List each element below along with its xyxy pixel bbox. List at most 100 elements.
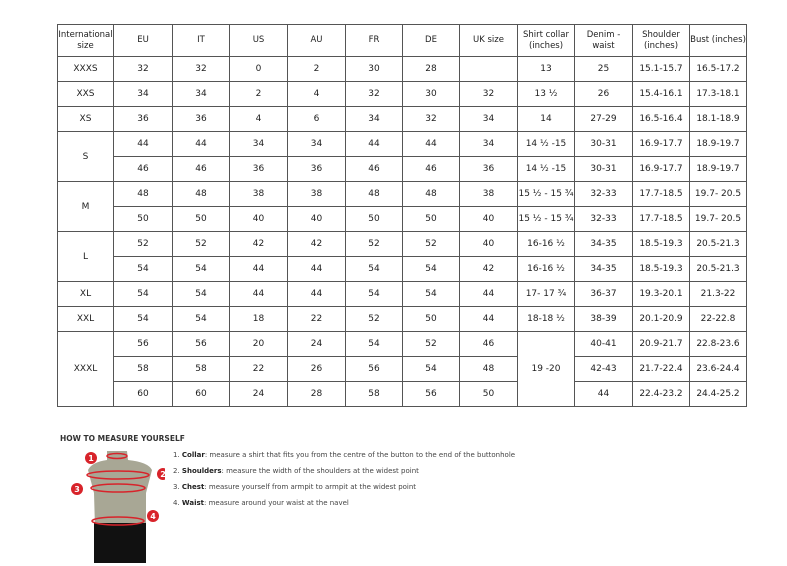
column-header: IT [172, 24, 230, 57]
uk-cell: 34 [459, 131, 518, 157]
eu-cell: 46 [113, 156, 173, 182]
de-cell: 50 [402, 306, 460, 332]
denim-cell: 36-37 [574, 281, 633, 307]
table-row: 58 58 22 26 56 54 48 42-43 21.7-22.4 23.6-24.4 [58, 356, 747, 382]
shoulder-cell: 20.9-21.7 [632, 331, 690, 357]
fr-cell: 56 [345, 356, 403, 382]
au-cell: 44 [287, 256, 346, 282]
uk-cell: 44 [459, 281, 518, 307]
au-cell: 38 [287, 181, 346, 207]
uk-cell: 32 [459, 81, 518, 107]
size-label-cell: XXXS [57, 56, 114, 82]
column-header: Shirt collar (inches) [517, 24, 575, 57]
column-header: International size [57, 24, 114, 57]
column-header: AU [287, 24, 346, 57]
denim-cell: 34-35 [574, 256, 633, 282]
fr-cell: 32 [345, 81, 403, 107]
fr-cell: 34 [345, 106, 403, 132]
au-cell: 24 [287, 331, 346, 357]
it-cell: 46 [172, 156, 230, 182]
denim-cell: 30-31 [574, 131, 633, 157]
table-row: XXXL 56 56 20 24 54 52 46 19 -20 40-41 20.9-21.7 22… [57, 331, 747, 407]
eu-cell: 32 [113, 56, 173, 82]
shoulder-cell: 16.5-16.4 [632, 106, 690, 132]
au-cell: 36 [287, 156, 346, 182]
shoulder-cell: 16.9-17.7 [632, 131, 690, 157]
eu-cell: 36 [113, 106, 173, 132]
eu-cell: 34 [113, 81, 173, 107]
header-row: International size EU IT US AU FR DE UK size Shi… [57, 24, 747, 57]
it-cell: 54 [172, 256, 230, 282]
shoulder-cell: 18.5-19.3 [632, 256, 690, 282]
au-cell: 22 [287, 306, 346, 332]
de-cell: 56 [402, 381, 460, 407]
collar-cell: 17- 17 ¾ [517, 281, 575, 307]
table-row: XXS 34 34 2 4 32 30 32 13 ½ 26 15.4-16.1 17.3-18.1 [57, 81, 747, 107]
denim-cell: 38-39 [574, 306, 633, 332]
eu-cell: 60 [113, 381, 173, 407]
size-label-cell: S [57, 131, 114, 182]
eu-cell: 56 [113, 331, 173, 357]
column-header: Bust (inches) [689, 24, 747, 57]
collar-cell: 15 ½ - 15 ¾ [517, 206, 575, 232]
bust-cell: 17.3-18.1 [689, 81, 747, 107]
it-cell: 54 [172, 281, 230, 307]
it-cell: 60 [172, 381, 230, 407]
us-cell: 22 [229, 356, 288, 382]
de-cell: 54 [402, 356, 460, 382]
column-header: EU [113, 24, 173, 57]
us-cell: 0 [229, 56, 288, 82]
fr-cell: 54 [345, 256, 403, 282]
body-measurement-figure: 1 2 3 4 [71, 451, 165, 563]
uk-cell: 44 [459, 306, 518, 332]
us-cell: 20 [229, 331, 288, 357]
bust-cell: 18.9-19.7 [689, 131, 747, 157]
table-row: 46 46 36 36 46 46 36 14 ½ -15 30-31 16.9-17.7 18.9… [58, 156, 747, 182]
eu-cell: 54 [113, 281, 173, 307]
denim-cell: 44 [574, 381, 633, 407]
denim-cell: 30-31 [574, 156, 633, 182]
bust-cell: 20.5-21.3 [689, 231, 747, 257]
de-cell: 30 [402, 81, 460, 107]
shoulder-cell: 18.5-19.3 [632, 231, 690, 257]
au-cell: 34 [287, 131, 346, 157]
us-cell: 18 [229, 306, 288, 332]
bust-cell: 24.4-25.2 [689, 381, 747, 407]
au-cell: 26 [287, 356, 346, 382]
denim-cell: 32-33 [574, 206, 633, 232]
au-cell: 6 [287, 106, 346, 132]
us-cell: 4 [229, 106, 288, 132]
marker-1-icon [85, 452, 97, 464]
collar-cell: 14 ½ -15 [517, 131, 575, 157]
uk-cell: 48 [459, 356, 518, 382]
shoulder-cell: 15.1-15.7 [632, 56, 690, 82]
de-cell: 52 [402, 231, 460, 257]
bust-cell: 19.7- 20.5 [689, 181, 747, 207]
table-row: XS 36 36 4 6 34 32 34 14 27-29 16.5-16.4 18.1-18.9 [57, 106, 747, 132]
fr-cell: 30 [345, 56, 403, 82]
fr-cell: 46 [345, 156, 403, 182]
it-cell: 58 [172, 356, 230, 382]
column-header: DE [402, 24, 460, 57]
step-waist: 4. Waist: measure around your waist at t… [173, 499, 349, 507]
denim-cell: 27-29 [574, 106, 633, 132]
size-label-cell: XL [57, 281, 114, 307]
de-cell: 32 [402, 106, 460, 132]
step-shoulders: 2. Shoulders: measure the width of the s… [173, 467, 419, 475]
au-cell: 40 [287, 206, 346, 232]
uk-cell: 50 [459, 381, 518, 407]
fr-cell: 54 [345, 331, 403, 357]
marker-3-icon [71, 483, 83, 495]
column-header: UK size [459, 24, 518, 57]
column-header: US [229, 24, 288, 57]
eu-cell: 50 [113, 206, 173, 232]
collar-cell: 19 -20 [517, 331, 575, 407]
uk-cell: 38 [459, 181, 518, 207]
denim-cell: 42-43 [574, 356, 633, 382]
de-cell: 44 [402, 131, 460, 157]
fr-cell: 54 [345, 281, 403, 307]
it-cell: 50 [172, 206, 230, 232]
us-cell: 36 [229, 156, 288, 182]
fr-cell: 52 [345, 306, 403, 332]
collar-cell: 13 [517, 56, 575, 82]
